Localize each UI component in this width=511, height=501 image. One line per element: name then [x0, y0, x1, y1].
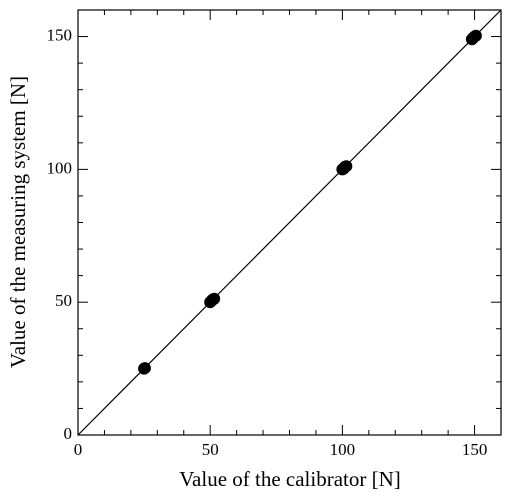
x-tick-label: 0	[74, 440, 83, 459]
point	[208, 292, 221, 305]
point	[340, 160, 353, 173]
y-tick-label: 150	[47, 25, 73, 44]
x-tick-label: 100	[330, 440, 356, 459]
y-tick-label: 50	[55, 291, 72, 310]
x-axis-label: Value of the calibrator [N]	[179, 467, 401, 491]
point	[138, 362, 151, 375]
x-tick-label: 150	[462, 440, 488, 459]
point	[469, 29, 482, 42]
y-axis-label: Value of the measuring system [N]	[6, 76, 30, 368]
x-tick-label: 50	[202, 440, 219, 459]
y-tick-label: 0	[64, 424, 73, 443]
y-tick-label: 100	[47, 158, 73, 177]
